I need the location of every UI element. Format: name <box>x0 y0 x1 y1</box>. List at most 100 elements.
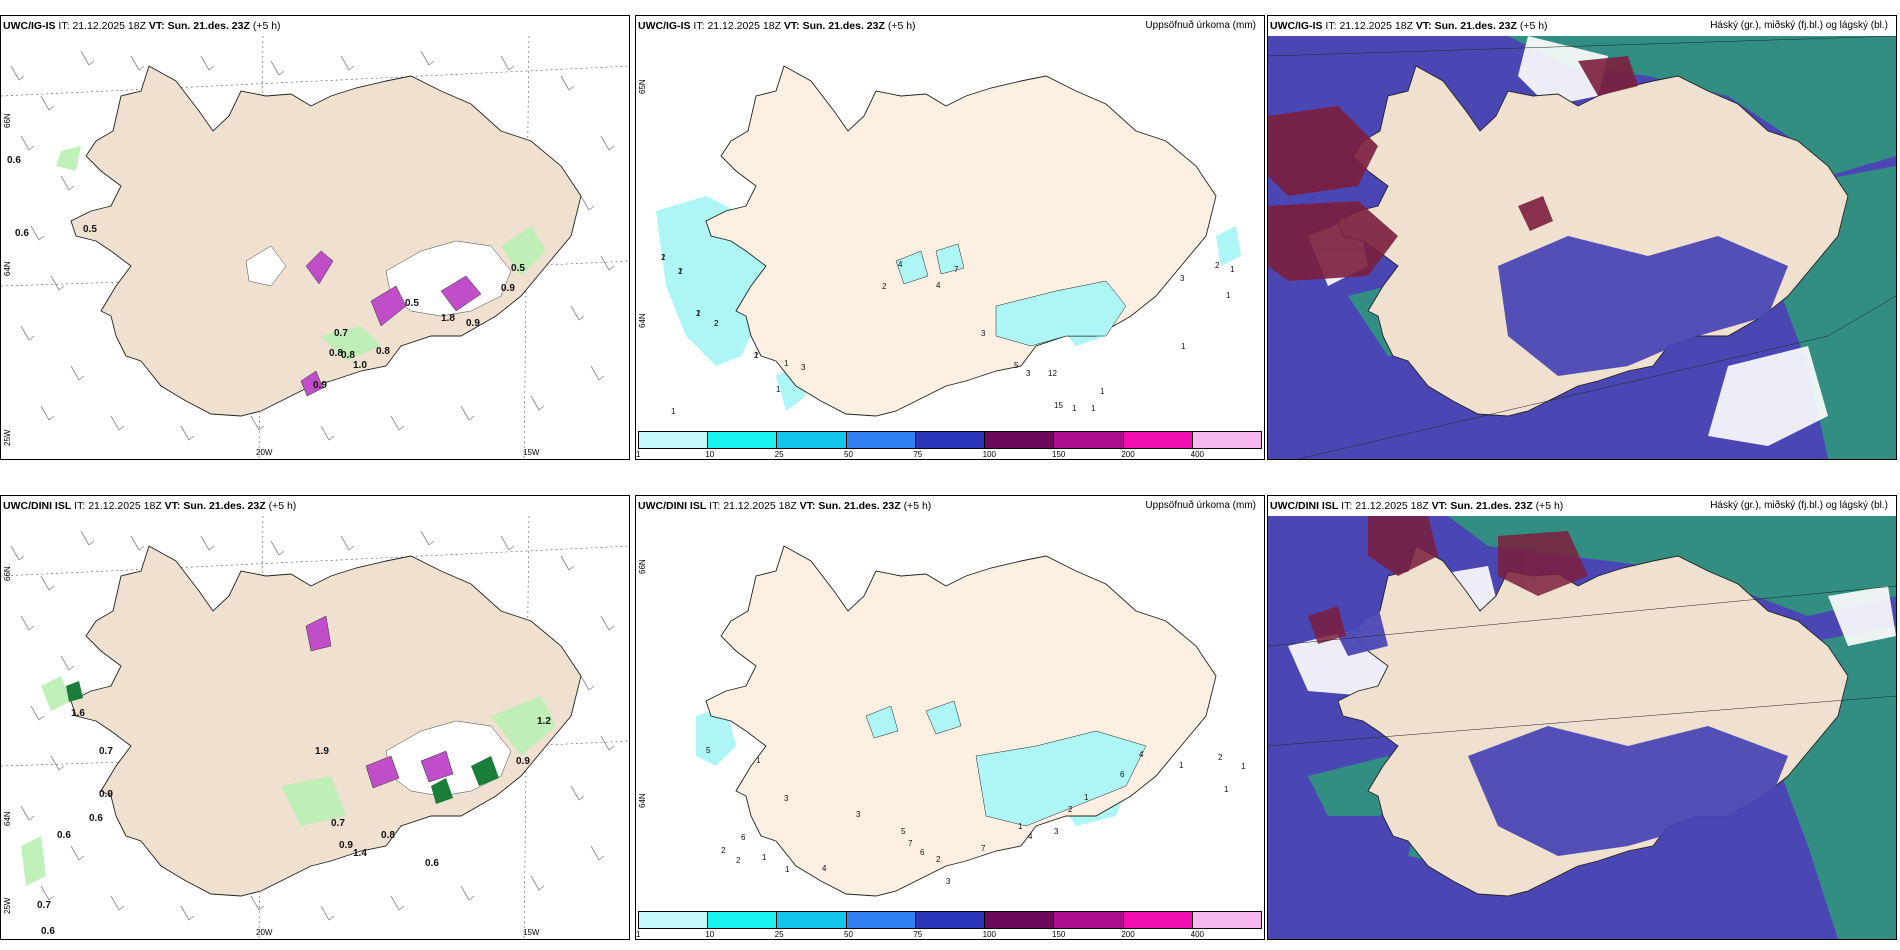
colorbar-swatch <box>1192 912 1261 928</box>
value-label: 1 <box>762 853 767 862</box>
value-label: 0.8 <box>381 830 395 841</box>
vt-label: VT: <box>783 20 800 32</box>
value-label: 7 <box>954 265 959 274</box>
value-label: 0.6 <box>15 228 29 239</box>
colorbar-swatch <box>1054 912 1124 928</box>
value-label: 2 <box>936 855 941 864</box>
value-label: 0.9 <box>466 318 480 329</box>
colorbar: 1 10 25 50 75 100 150 200 400 <box>636 431 1264 459</box>
colorbar-tick-label: 50 <box>844 450 853 459</box>
it-label: IT: <box>1341 500 1353 512</box>
colorbar-tick-label: 100 <box>982 450 997 459</box>
value-label: 3 <box>981 329 986 338</box>
value-label: 0.6 <box>41 926 55 937</box>
value-label: 1.6 <box>71 708 85 719</box>
value-label: 1 <box>1181 342 1186 351</box>
value-label: 15 <box>1054 401 1063 410</box>
value-label: 0.9 <box>516 756 530 767</box>
vt-label: VT: <box>1431 500 1448 512</box>
value-label: 2 <box>1218 753 1223 762</box>
lon-label: 15W <box>523 448 540 457</box>
lat-label: 64N <box>3 261 12 276</box>
value-label: 3 <box>1054 827 1059 836</box>
colorbar-tick-label: 10 <box>705 450 715 459</box>
panel-top-cloud: UWC/IG-IS IT: 21.12.2025 18Z VT: Sun. 21… <box>1267 15 1897 460</box>
lead-time: (+5 h) <box>268 500 297 512</box>
colorbar-swatch <box>639 912 709 928</box>
value-label: 1.0 <box>353 360 367 371</box>
value-label: 0.6 <box>425 858 439 869</box>
colorbar: 1 10 25 50 75 100 150 200 400 <box>636 911 1264 939</box>
colorbar-swatch <box>1123 912 1193 928</box>
vt-value: Sun. 21.des. 23Z <box>1450 500 1533 512</box>
value-label: 0.5 <box>405 298 419 309</box>
value-label: 0.9 <box>313 380 327 391</box>
value-label: 1.8 <box>441 313 455 324</box>
model-name: UWC/DINI ISL <box>3 500 72 512</box>
value-label: 5 <box>706 746 711 755</box>
iceland-land <box>70 545 582 897</box>
precip-cyan-overlay <box>895 243 1127 347</box>
precip-green <box>56 146 546 361</box>
lat-label: 64N <box>3 811 12 826</box>
value-label: 1 <box>1224 785 1229 794</box>
value-label: 0.9 <box>501 283 515 294</box>
vt-value: Sun. 21.des. 23Z <box>1434 20 1517 32</box>
value-label: 1 <box>776 385 781 394</box>
colorbar-swatch <box>777 432 847 448</box>
lat-label: 66N <box>3 113 12 128</box>
colorbar-swatch <box>985 912 1055 928</box>
value-label: 1 <box>661 253 666 262</box>
panel-bottom-wind: UWC/DINI ISL IT: 21.12.2025 18Z VT: Sun.… <box>0 495 630 940</box>
panel-title: Háský (gr.), miðský (fj.bl.) og lágský (… <box>1710 20 1888 31</box>
it-label: IT: <box>709 500 721 512</box>
value-label: 1 <box>784 359 789 368</box>
value-label: 0.9 <box>99 789 113 800</box>
value-label: 0.7 <box>99 746 113 757</box>
value-label: 7 <box>908 839 913 848</box>
lead-time: (+5 h) <box>252 20 281 32</box>
value-label: 0.8 <box>329 348 343 359</box>
lead-time: (+5 h) <box>1535 500 1564 512</box>
value-label: 2 <box>736 856 741 865</box>
colorbar-tick-label: 150 <box>1052 930 1066 939</box>
graticule <box>1268 36 1896 459</box>
colorbar-tick-label: 100 <box>982 930 997 939</box>
it-label: IT: <box>74 500 86 512</box>
lead-time: (+5 h) <box>887 20 916 32</box>
glacier-hatch <box>245 240 512 317</box>
panel-header: UWC/IG-IS IT: 21.12.2025 18Z VT: Sun. 21… <box>1270 20 1548 32</box>
vt-label: VT: <box>799 500 816 512</box>
lat-label: 66N <box>638 559 647 574</box>
value-label: 0.7 <box>334 328 348 339</box>
colorbar-swatch <box>915 432 986 448</box>
value-label: 1 <box>1072 404 1077 413</box>
colorbar-swatch <box>708 432 778 448</box>
value-label: 0.6 <box>7 155 21 166</box>
wind-map: 0.60.6 0.50.70.80.81.00.90.50.90.51.80.90… <box>1 36 629 459</box>
colorbar-swatch <box>1123 432 1193 448</box>
value-label: 4 <box>822 864 827 873</box>
value-label: 1 <box>1091 404 1096 413</box>
lat-label: 64N <box>638 793 647 808</box>
vt-value: Sun. 21.des. 23Z <box>802 20 885 32</box>
value-label: 7 <box>981 844 986 853</box>
value-label: 0.9 <box>339 840 353 851</box>
value-label: 2 <box>714 319 719 328</box>
colorbar-tick-label: 1 <box>636 450 641 459</box>
value-label: 4 <box>898 260 903 269</box>
value-label: 1 <box>1084 793 1089 802</box>
model-name: UWC/IG-IS <box>1270 20 1323 32</box>
low-cloud-over-land <box>1328 606 1788 856</box>
panel-title: Háský (gr.), miðský (fj.bl.) og lágský (… <box>1710 500 1888 511</box>
panel-title: Uppsöfnuð úrkoma (mm) <box>1145 500 1256 511</box>
it-value: 21.12.2025 18Z <box>1339 20 1413 32</box>
vt-value: Sun. 21.des. 23Z <box>183 500 266 512</box>
colorbar-tick-label: 1 <box>636 930 641 939</box>
low-cloud-over-land <box>1498 236 1788 376</box>
it-label: IT: <box>693 20 705 32</box>
colorbar-swatch <box>915 912 986 928</box>
colorbar-tick-label: 150 <box>1052 450 1066 459</box>
it-value: 21.12.2025 18Z <box>72 20 146 32</box>
value-label: 3 <box>801 363 806 372</box>
